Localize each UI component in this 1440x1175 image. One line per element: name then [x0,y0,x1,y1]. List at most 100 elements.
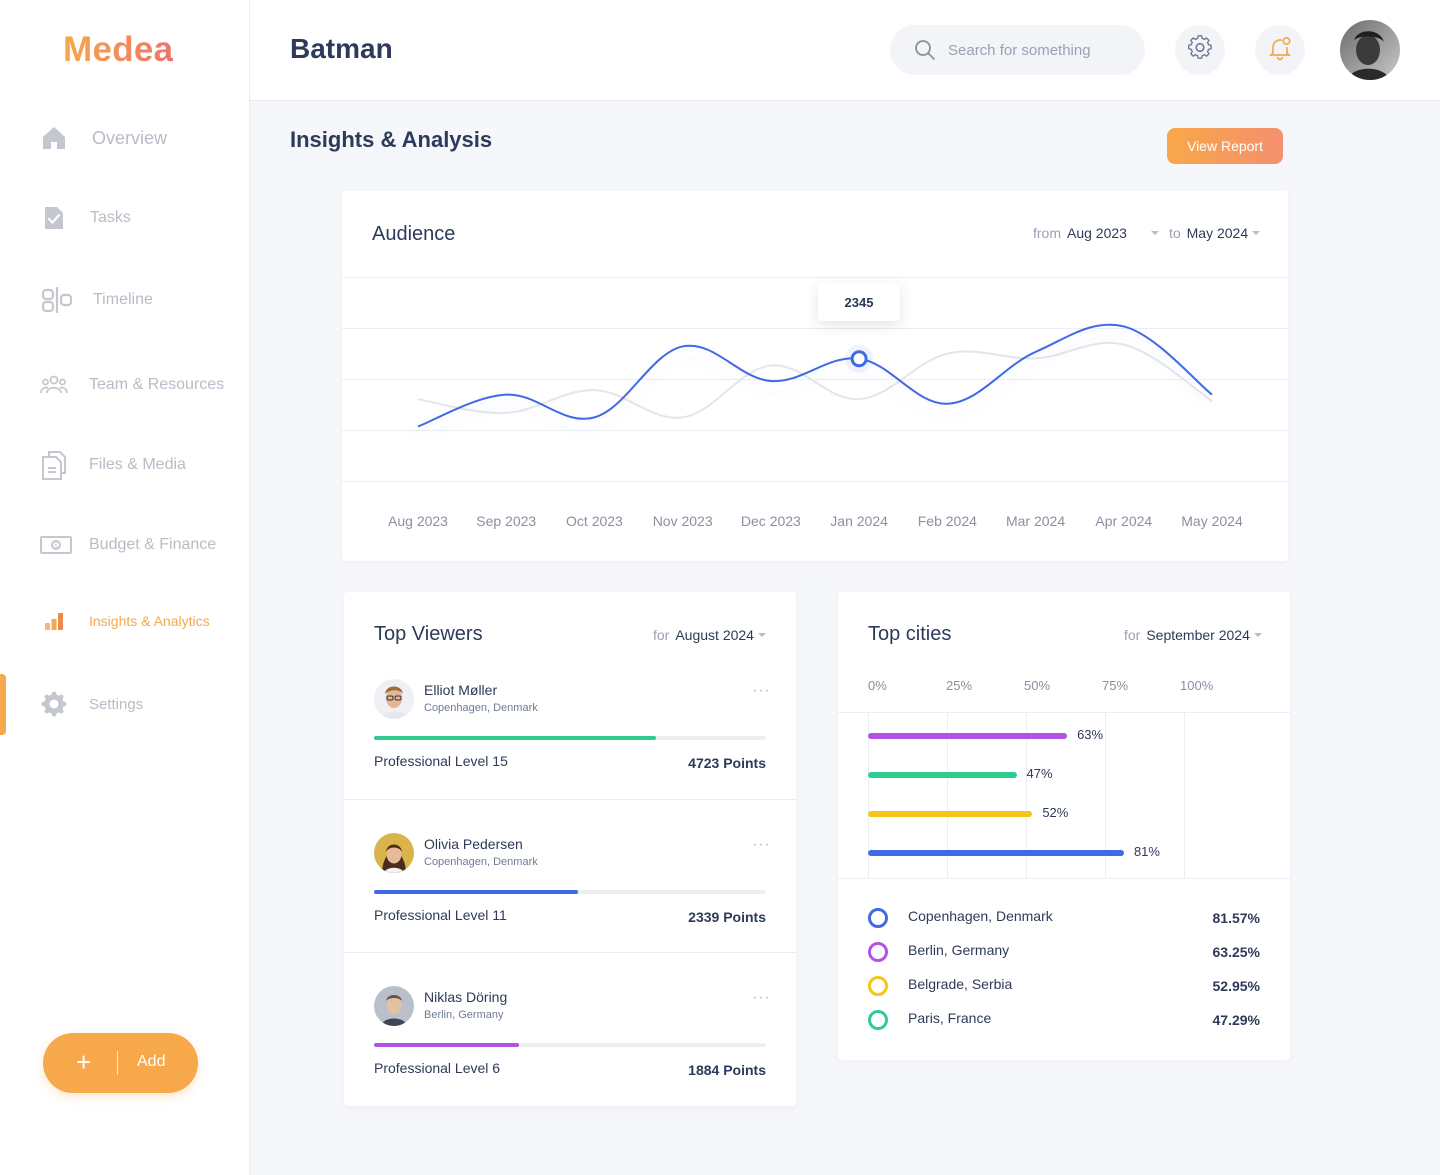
city-row: Paris, France 47.29% [868,1007,1260,1031]
analytics-icon [40,607,68,635]
sidebar-item-tasks[interactable]: Tasks [0,198,250,238]
to-label: to [1168,225,1181,241]
x-tick-label: Jan 2024 [830,513,888,529]
viewer-row: Niklas Döring Berlin, Germany ··· Profes… [344,952,796,1105]
sidebar-item-team[interactable]: Team & Resources [0,365,250,405]
chevron-down-icon[interactable] [1252,231,1261,235]
gridline [342,328,1288,329]
view-report-button[interactable]: View Report [1167,128,1283,164]
gear-icon [40,690,68,718]
user-avatar[interactable] [1340,20,1400,80]
sidebar: Medea Overview Tasks Timeline Team & Res… [0,0,250,1175]
card-title: Top cities [868,623,952,645]
sidebar-item-label: Tasks [90,209,131,226]
x-tick-label: Sep 2023 [476,513,537,529]
chevron-down-icon [1253,633,1262,637]
top-viewers-card: Top Viewers for August 2024 Elliot Mølle… [344,592,796,1106]
x-tick-label: Apr 2024 [1095,513,1153,529]
notifications-button[interactable] [1255,25,1305,75]
top-header: Batman [250,0,1440,101]
add-button[interactable]: + Add [43,1033,198,1093]
highlight-point[interactable] [850,350,868,368]
divider [838,878,1290,879]
sidebar-item-label: Overview [92,127,168,148]
legend-marker [868,976,888,996]
period-select[interactable]: for September 2024 [1124,627,1262,643]
gear-icon [1187,34,1213,66]
sidebar-item-overview[interactable]: Overview [0,118,250,158]
viewer-points: 1884 Points [688,1062,766,1078]
home-icon [40,124,68,152]
money-icon: $ [40,531,72,559]
search-input[interactable] [948,37,1128,63]
to-select[interactable]: May 2024 [1186,225,1249,241]
sidebar-item-files[interactable]: Files & Media [0,445,250,485]
chevron-down-icon[interactable] [1150,231,1159,235]
chart-tooltip: 2345 [818,283,900,321]
divider [838,712,1290,713]
series-line-primary [417,323,1213,428]
city-name: Berlin, Germany [908,942,1010,958]
card-title: Top Viewers [374,623,483,645]
progress-fill [374,736,657,740]
x-tick-label: Oct 2023 [566,513,623,529]
divider [342,277,1288,278]
settings-button[interactable] [1175,25,1225,75]
for-label: for [653,627,670,643]
city-row: Berlin, Germany 63.25% [868,939,1260,963]
sidebar-item-label: Settings [89,695,144,713]
sidebar-item-label: Insights & Analytics [89,613,210,629]
plus-icon: + [76,1047,92,1077]
gridline [1026,713,1027,879]
city-value: 63.25% [1212,944,1260,960]
sidebar-item-label: Files & Media [89,456,186,473]
more-icon[interactable]: ··· [752,836,771,853]
city-value: 81.57% [1212,910,1260,926]
legend-marker [868,942,888,962]
x-tick-label: Aug 2023 [388,513,448,529]
sidebar-item-settings[interactable]: Settings [0,684,250,724]
viewer-name: Olivia Pedersen [424,836,523,852]
files-icon [40,451,68,480]
period-value: September 2024 [1146,627,1250,643]
audience-line-chart [417,323,1213,428]
divider [117,1051,118,1075]
city-name: Belgrade, Serbia [908,976,1013,992]
svg-text:$: $ [54,543,58,550]
axis-tick-label: 100% [1180,678,1214,693]
more-icon[interactable]: ··· [752,682,771,699]
date-range: from Aug 2023 to May 2024 [1033,225,1261,241]
more-icon[interactable]: ··· [752,989,771,1006]
viewer-level: Professional Level 6 [374,1060,501,1076]
period-select[interactable]: for August 2024 [653,627,766,643]
for-label: for [1124,627,1141,643]
app-logo: Medea [63,30,174,69]
progress-fill [374,1043,520,1047]
gridline [947,713,948,879]
search-box[interactable] [890,25,1145,75]
gridline [1184,713,1185,879]
from-label: from [1033,225,1061,241]
sidebar-item-budget[interactable]: $ Budget & Finance [0,525,250,565]
axis-tick-label: 50% [1024,678,1051,693]
x-tick-label: Mar 2024 [1005,513,1066,529]
search-icon [914,39,936,66]
gridline [1105,713,1106,879]
sidebar-item-timeline[interactable]: Timeline [0,280,250,320]
x-tick-label: Feb 2024 [917,513,977,529]
axis-tick-label: 25% [946,678,973,693]
sidebar-item-insights[interactable]: Insights & Analytics [0,601,250,641]
x-tick-label: May 2024 [1181,513,1243,529]
viewer-location: Berlin, Germany [424,1009,504,1021]
section-title: Insights & Analysis [290,127,493,152]
viewer-name: Niklas Döring [424,989,508,1005]
gridline [342,430,1288,431]
viewer-level: Professional Level 15 [374,753,508,769]
from-select[interactable]: Aug 2023 [1067,225,1127,241]
avatar [374,986,414,1026]
axis-tick-label: 0% [868,678,887,693]
legend-marker [868,908,888,928]
timeline-icon [40,286,74,314]
progress-track [374,736,766,740]
task-check-icon [40,204,68,232]
